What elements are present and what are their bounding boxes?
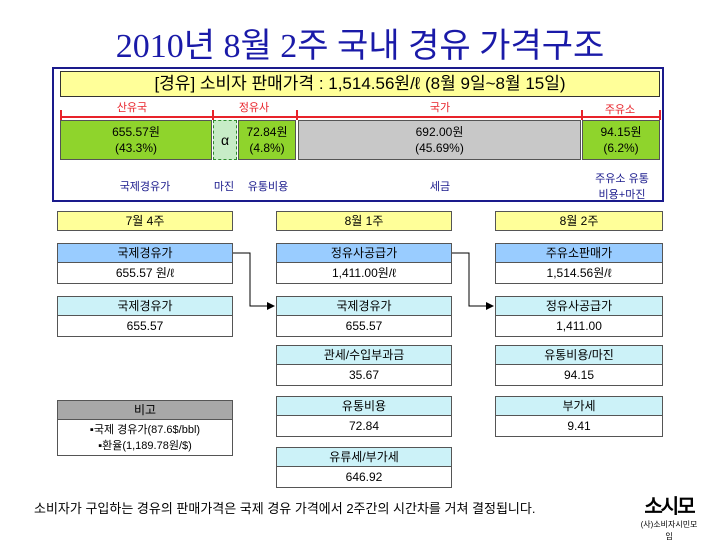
- week-label: 8월 1주: [276, 211, 452, 231]
- tick-mark: [581, 110, 583, 120]
- label-tax: 세금: [429, 181, 451, 193]
- price-structure-frame: [52, 67, 664, 202]
- box-value: 35.67: [276, 365, 452, 386]
- label-government: 국가: [429, 102, 451, 114]
- box-header: 국제경유가: [57, 296, 233, 316]
- segment-value: 94.15원: [600, 125, 642, 139]
- tick-mark: [60, 110, 62, 120]
- price-header: [경유] 소비자 판매가격 : 1,514.56원/ℓ (8월 9일~8월 15…: [60, 71, 660, 97]
- box-value: 646.92: [276, 467, 452, 488]
- segment-margin-alpha: α: [213, 120, 237, 160]
- box-value: 655.57: [57, 316, 233, 337]
- segment-distribution-cost: 72.84원 (4.8%): [238, 120, 296, 160]
- box-header: 유통비용/마진: [495, 345, 663, 365]
- page-title: 2010년 8월 2주 국내 경유 가격구조: [115, 28, 605, 65]
- tick-mark: [659, 110, 661, 120]
- box-header: 정유사공급가: [495, 296, 663, 316]
- arrow-to-aug2: [452, 252, 494, 310]
- label-refiner: 정유사: [238, 102, 270, 114]
- week-label: 8월 2주: [495, 211, 663, 231]
- label-international-price: 국제경유가: [119, 181, 171, 193]
- segment-value: 655.57원: [112, 125, 160, 139]
- tick-mark: [296, 110, 298, 120]
- segment-international-price: 655.57원 (43.3%): [60, 120, 212, 160]
- box-header: 유류세/부가세: [276, 447, 452, 467]
- week-label: 7월 4주: [57, 211, 233, 231]
- remark-line: ▪국제 경유가(87.6$/bbl): [89, 424, 201, 436]
- segment-tax: 692.00원 (45.69%): [298, 120, 581, 160]
- label-station-cost: 주유소 유통 비용+마진: [580, 170, 664, 202]
- tick-baseline: [60, 116, 661, 118]
- label-gas-station: 주유소: [604, 104, 636, 116]
- box-value: 1,411.00: [495, 316, 663, 337]
- box-header: 주유소판매가: [495, 243, 663, 263]
- box-header: 국제경유가: [276, 296, 452, 316]
- remark-line: ▪환율(1,189.78원/$): [98, 440, 192, 452]
- arrow-to-aug1: [233, 252, 275, 310]
- segment-value: 692.00원: [415, 125, 464, 139]
- box-value: 1,411.00원/ℓ: [276, 263, 452, 284]
- box-value: 72.84: [276, 416, 452, 437]
- segment-pct: (4.8%): [249, 141, 285, 155]
- label-line: 주유소 유통: [595, 173, 649, 185]
- box-value: 94.15: [495, 365, 663, 386]
- box-value: 1,514.56원/ℓ: [495, 263, 663, 284]
- footer-note: 소비자가 구입하는 경유의 판매가격은 국제 경유 가격에서 2주간의 시간차를…: [34, 501, 536, 516]
- box-value: 9.41: [495, 416, 663, 437]
- tick-mark: [212, 110, 214, 120]
- segment-station-margin: 94.15원 (6.2%): [582, 120, 660, 160]
- box-header: 유통비용: [276, 396, 452, 416]
- segment-pct: (45.69%): [415, 141, 464, 155]
- logo-caption: (사)소비자시민모임: [640, 520, 698, 541]
- box-value: 655.57: [276, 316, 452, 337]
- logo-mark: 소시모: [644, 496, 695, 518]
- remark-body: ▪국제 경유가(87.6$/bbl) ▪환율(1,189.78원/$): [57, 420, 233, 456]
- label-producer: 산유국: [116, 102, 148, 114]
- box-header: 국제경유가: [57, 243, 233, 263]
- organization-logo: 소시모 (사)소비자시민모임: [640, 495, 698, 541]
- box-value: 655.57 원/ℓ: [57, 263, 233, 284]
- box-header: 관세/수입부과금: [276, 345, 452, 365]
- label-line: 비용+마진: [598, 189, 646, 201]
- remark-header: 비고: [57, 400, 233, 420]
- alpha-symbol: α: [220, 132, 230, 148]
- box-header: 정유사공급가: [276, 243, 452, 263]
- box-header: 부가세: [495, 396, 663, 416]
- label-distribution-cost: 유통비용: [247, 181, 289, 193]
- segment-pct: (6.2%): [603, 141, 639, 155]
- label-margin: 마진: [213, 181, 235, 193]
- segment-value: 72.84원: [246, 125, 288, 139]
- segment-pct: (43.3%): [114, 141, 158, 155]
